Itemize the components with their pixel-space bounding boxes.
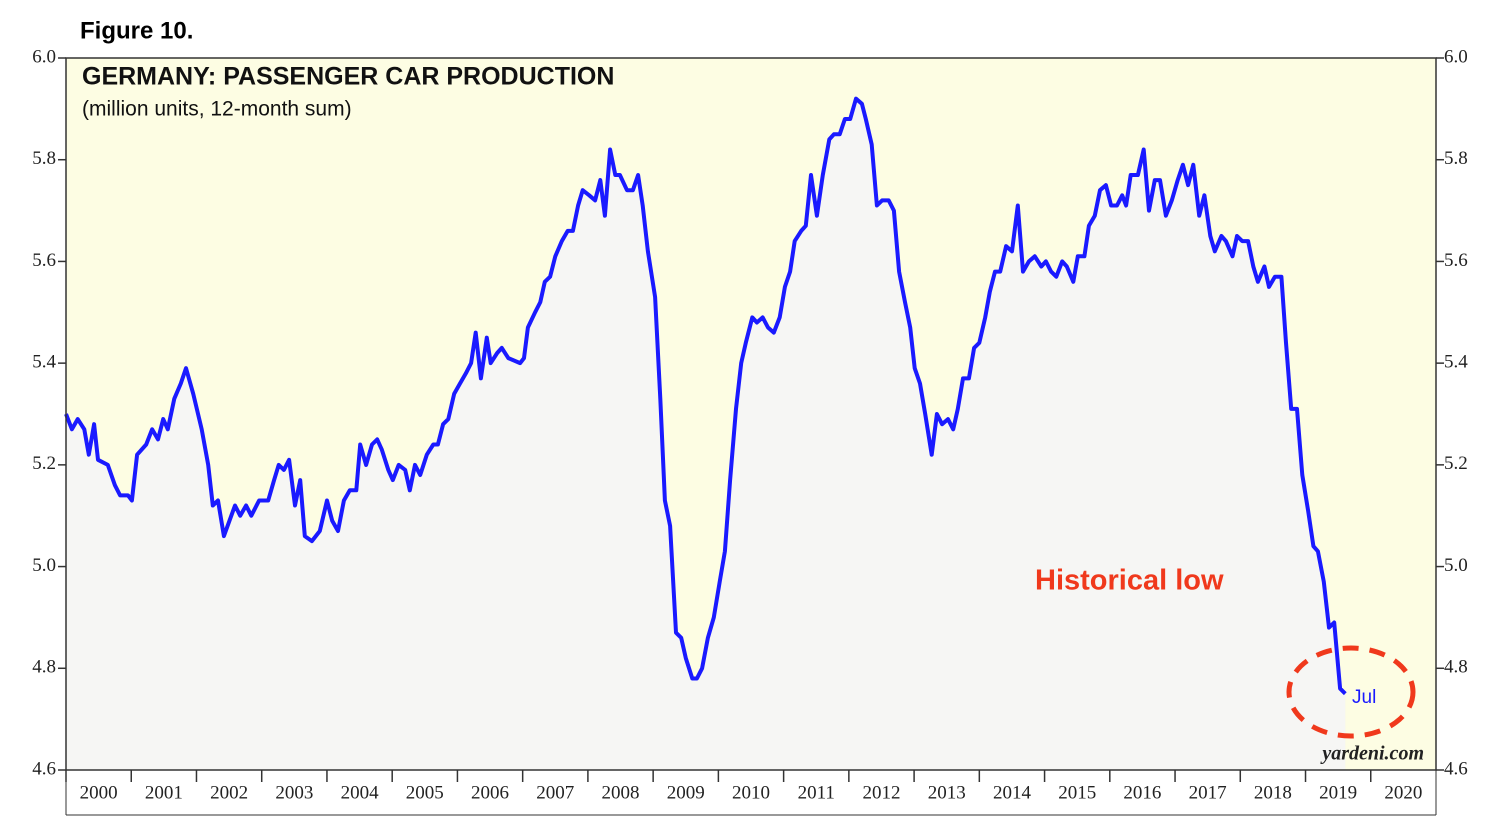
y-tick-label: 5.4 [32, 352, 56, 373]
x-tick-label: 2013 [928, 782, 966, 803]
x-tick-label: 2018 [1254, 782, 1292, 803]
annotation: Historical low [1035, 565, 1224, 597]
x-tick-label: 2010 [732, 782, 770, 803]
x-tick-label: 2014 [993, 782, 1032, 803]
area-fill [66, 98, 1346, 770]
x-tick-label: 2003 [275, 782, 313, 803]
x-tick-label: 2000 [80, 782, 118, 803]
x-tick-label: 2001 [145, 782, 183, 803]
x-tick-label: 2020 [1384, 782, 1422, 803]
x-tick-label: 2012 [862, 782, 900, 803]
x-tick-label: 2006 [471, 782, 509, 803]
y2-tick-label: 6.0 [1444, 46, 1468, 67]
area-layer [66, 98, 1346, 770]
x-tick-label: 2016 [1123, 782, 1161, 803]
y2-tick-label: 5.0 [1444, 555, 1468, 576]
data-line [64, 96, 1347, 696]
x-tick-label: 2004 [341, 782, 380, 803]
y-tick-label: 6.0 [32, 46, 56, 67]
highlight-circle [1286, 645, 1416, 739]
y-tick-label: 5.6 [32, 250, 56, 271]
y-tick-label: 4.6 [32, 758, 56, 779]
y-tick-label: 5.2 [32, 453, 56, 474]
y2-tick-label: 5.8 [1444, 148, 1468, 169]
x-tick-label: 2008 [602, 782, 640, 803]
x-tick-label: 2005 [406, 782, 444, 803]
x-tick-label: 2019 [1319, 782, 1357, 803]
x-tick-label: 2017 [1189, 782, 1227, 803]
y2-tick-label: 5.6 [1444, 250, 1468, 271]
x-tick-label: 2002 [210, 782, 248, 803]
x-tick-label: 2007 [536, 782, 574, 803]
chart-subtitle: (million units, 12-month sum) [82, 98, 352, 121]
data-layer [64, 96, 1347, 696]
chart-title: GERMANY: PASSENGER CAR PRODUCTION [82, 63, 614, 91]
y-tick-label: 5.8 [32, 148, 56, 169]
y2-tick-label: 4.6 [1444, 758, 1468, 779]
figure-label: Figure 10. [80, 17, 193, 44]
x-tick-label: 2011 [798, 782, 835, 803]
annotation: Jul [1352, 687, 1376, 708]
y2-tick-label: 5.4 [1444, 352, 1468, 373]
y-tick-label: 5.0 [32, 555, 56, 576]
plot-frame [65, 57, 1437, 771]
y2-tick-label: 4.8 [1444, 657, 1468, 678]
y-tick-label: 4.8 [32, 657, 56, 678]
x-tick-label: 2015 [1058, 782, 1096, 803]
x-tick-label: 2009 [667, 782, 705, 803]
source: yardeni.com [1320, 743, 1424, 765]
y2-tick-label: 5.2 [1444, 453, 1468, 474]
